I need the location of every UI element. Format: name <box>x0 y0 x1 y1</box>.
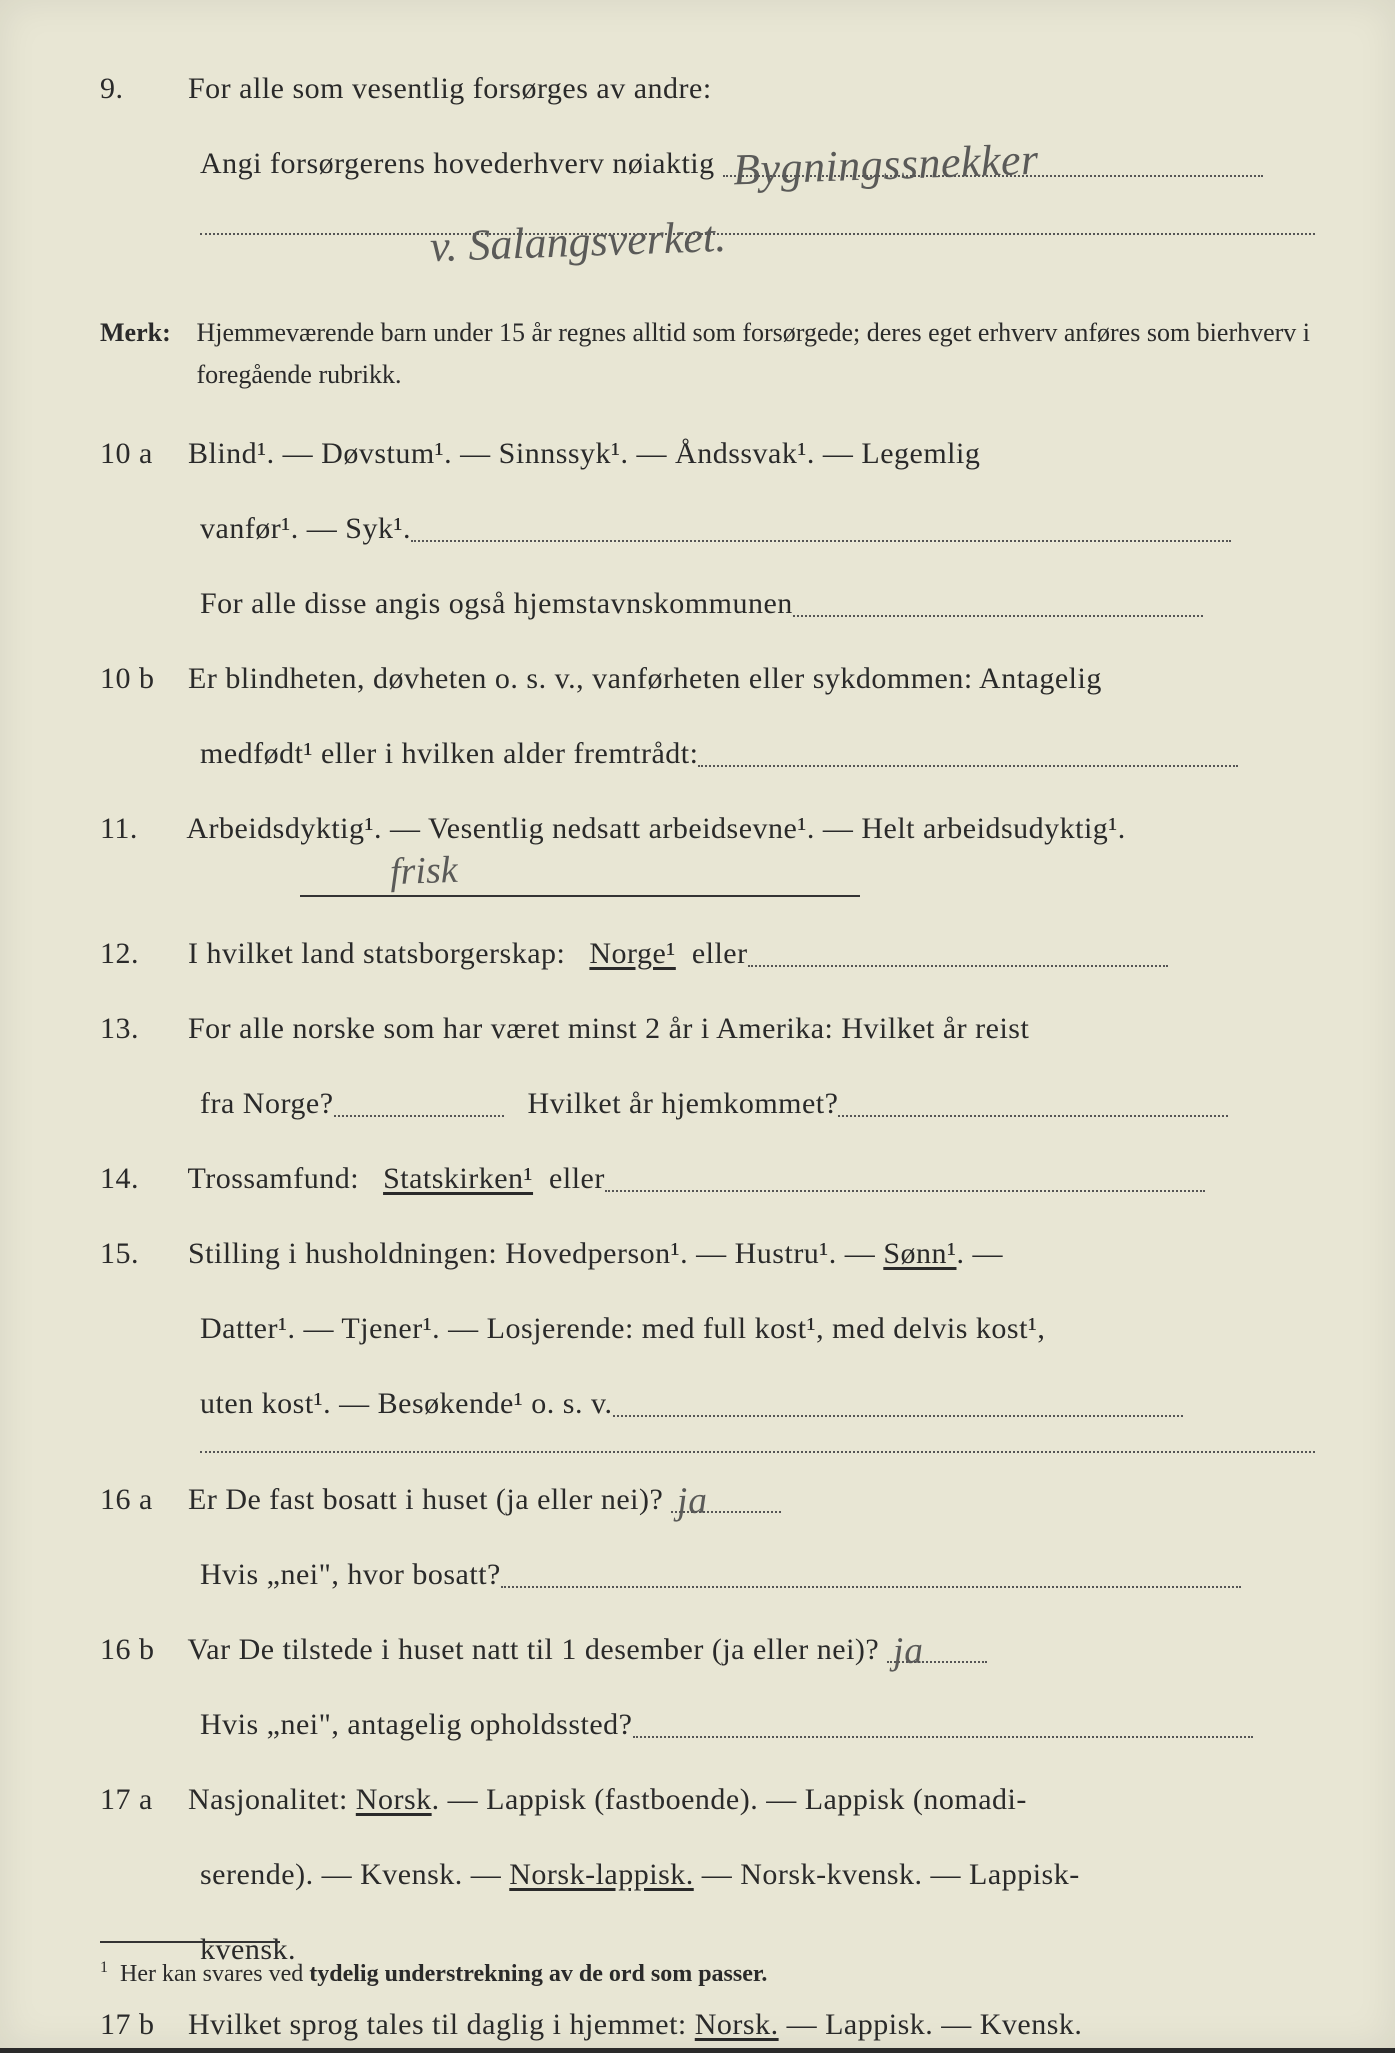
q12-norge: Norge¹ <box>589 937 675 970</box>
q14: 14. Trossamfund: Statskirken¹ eller <box>100 1150 1315 1207</box>
q15-text2: Datter¹. — Tjener¹. — Losjerende: med fu… <box>200 1312 1045 1345</box>
q12-pre: I hvilket land statsborgerskap: <box>188 937 565 970</box>
q17a-pre: Nasjonalitet: <box>188 1783 356 1816</box>
q10a-text2: vanfør¹. — Syk¹. <box>200 512 411 545</box>
q9-handwriting2: v. Salangsverket. <box>429 211 727 272</box>
q17a-l2: serende). — Kvensk. — Norsk-lappisk. — N… <box>100 1846 1315 1903</box>
q15: 15. Stilling i husholdningen: Hovedperso… <box>100 1225 1315 1282</box>
q9-line1: For alle som vesentlig forsørges av andr… <box>188 72 712 105</box>
q10a-num: 10 a <box>100 425 180 482</box>
q15-l2: Datter¹. — Tjener¹. — Losjerende: med fu… <box>100 1300 1315 1357</box>
q12-num: 12. <box>100 925 180 982</box>
q9-full-dotted-row: v. Salangsverket. <box>200 232 1315 286</box>
q16b-l2: Hvis „nei", antagelig opholdssted? <box>100 1696 1315 1753</box>
q17a-mid1: . — Lappisk (fastboende). — Lappisk (nom… <box>432 1783 1027 1816</box>
merk-label: Merk: <box>100 312 190 354</box>
q10b-text2: medfødt¹ eller i hvilken alder fremtrådt… <box>200 737 698 770</box>
q12: 12. I hvilket land statsborgerskap: Norg… <box>100 925 1315 982</box>
q11-handw: frisk <box>389 848 458 894</box>
footnote-sup: 1 <box>100 1959 108 1976</box>
q11-underline-row: frisk <box>300 861 1315 897</box>
q17a-num: 17 a <box>100 1771 180 1828</box>
footnote-rule <box>100 1941 280 1943</box>
q15-l3: uten kost¹. — Besøkende¹ o. s. v. <box>100 1375 1315 1432</box>
q10a: 10 a Blind¹. — Døvstum¹. — Sinnssyk¹. — … <box>100 425 1315 482</box>
q17b-rest: — Lappisk. — Kvensk. <box>779 2008 1083 2041</box>
q15-text1b: . — <box>957 1237 1004 1270</box>
q11-num: 11. <box>100 800 180 857</box>
q13-l2: fra Norge? Hvilket år hjemkommet? <box>100 1075 1315 1132</box>
q13-num: 13. <box>100 1000 180 1057</box>
q14-num: 14. <box>100 1150 180 1207</box>
q17a-norsk: Norsk <box>356 1783 432 1816</box>
footnote-bold: tydelig understrekning av de ord som pas… <box>309 1961 767 1987</box>
q15-sonn: Sønn¹ <box>883 1237 956 1270</box>
q10b: 10 b Er blindheten, døvheten o. s. v., v… <box>100 650 1315 707</box>
q10a-text1: Blind¹. — Døvstum¹. — Sinnssyk¹. — Åndss… <box>188 437 980 470</box>
q16b-text2: Hvis „nei", antagelig opholdssted? <box>200 1708 633 1741</box>
q17a-text2b: — Norsk-kvensk. — Lappisk- <box>694 1858 1080 1891</box>
q10a-l3: For alle disse angis også hjemstavnskomm… <box>100 575 1315 632</box>
q13-text1: For alle norske som har været minst 2 år… <box>188 1012 1029 1045</box>
q13-text2a: fra Norge? <box>200 1087 334 1120</box>
q10b-num: 10 b <box>100 650 180 707</box>
q17a: 17 a Nasjonalitet: Norsk. — Lappisk (fas… <box>100 1771 1315 1828</box>
q13-text2b: Hvilket år hjemkommet? <box>528 1087 839 1120</box>
q16a: 16 a Er De fast bosatt i huset (ja eller… <box>100 1471 1315 1528</box>
q17a-nl: Norsk-lappisk. <box>509 1858 693 1891</box>
footnote: 1 Her kan svares ved tydelig understrekn… <box>100 1901 1315 1988</box>
q15-text3: uten kost¹. — Besøkende¹ o. s. v. <box>200 1387 613 1420</box>
q10b-l2: medfødt¹ eller i hvilken alder fremtrådt… <box>100 725 1315 782</box>
q9-num: 9. <box>100 60 180 117</box>
q17b-num: 17 b <box>100 1996 180 2053</box>
q16b-num: 16 b <box>100 1621 180 1678</box>
q14-pre: Trossamfund: <box>187 1162 359 1195</box>
q14-eller: eller <box>549 1162 605 1195</box>
q10a-text3: For alle disse angis også hjemstavnskomm… <box>200 587 793 620</box>
q14-statskirken: Statskirken¹ <box>383 1162 533 1195</box>
q10b-text1: Er blindheten, døvheten o. s. v., vanfør… <box>188 662 1102 695</box>
q12-eller: eller <box>692 937 748 970</box>
q9: 9. For alle som vesentlig forsørges av a… <box>100 60 1315 117</box>
footnote-text-plain: Her kan svares ved <box>120 1961 309 1987</box>
q9-dotted: Bygningssnekker <box>723 147 1263 180</box>
q16a-text1: Er De fast bosatt i huset (ja eller nei)… <box>188 1483 663 1516</box>
q16a-num: 16 a <box>100 1471 180 1528</box>
q11-text: Arbeidsdyktig¹. — Vesentlig nedsatt arbe… <box>186 812 1125 845</box>
q16b: 16 b Var De tilstede i huset natt til 1 … <box>100 1621 1315 1678</box>
q16b-text1: Var De tilstede i huset natt til 1 desem… <box>187 1633 879 1666</box>
q15-text1a: Stilling i husholdningen: Hovedperson¹. … <box>188 1237 883 1270</box>
q13: 13. For alle norske som har været minst … <box>100 1000 1315 1057</box>
q17b-pre: Hvilket sprog tales til daglig i hjemmet… <box>188 2008 695 2041</box>
merk-text: Hjemmeværende barn under 15 år regnes al… <box>197 312 1312 395</box>
q9-line2: Angi forsørgerens hovederhverv nøiaktig … <box>100 135 1315 192</box>
q11: 11. Arbeidsdyktig¹. — Vesentlig nedsatt … <box>100 800 1315 857</box>
q15-num: 15. <box>100 1225 180 1282</box>
q17b: 17 b Hvilket sprog tales til daglig i hj… <box>100 1996 1315 2053</box>
merk-note: Merk: Hjemmeværende barn under 15 år reg… <box>100 312 1315 395</box>
q16a-text2: Hvis „nei", hvor bosatt? <box>200 1558 501 1591</box>
q16a-l2: Hvis „nei", hvor bosatt? <box>100 1546 1315 1603</box>
census-form-page: 9. For alle som vesentlig forsørges av a… <box>0 0 1395 2048</box>
q17b-norsk: Norsk. <box>695 2008 779 2041</box>
q9-line2-pre: Angi forsørgerens hovederhverv nøiaktig <box>200 147 715 180</box>
q10a-l2: vanfør¹. — Syk¹. <box>100 500 1315 557</box>
q17a-text2a: serende). — Kvensk. — <box>200 1858 509 1891</box>
